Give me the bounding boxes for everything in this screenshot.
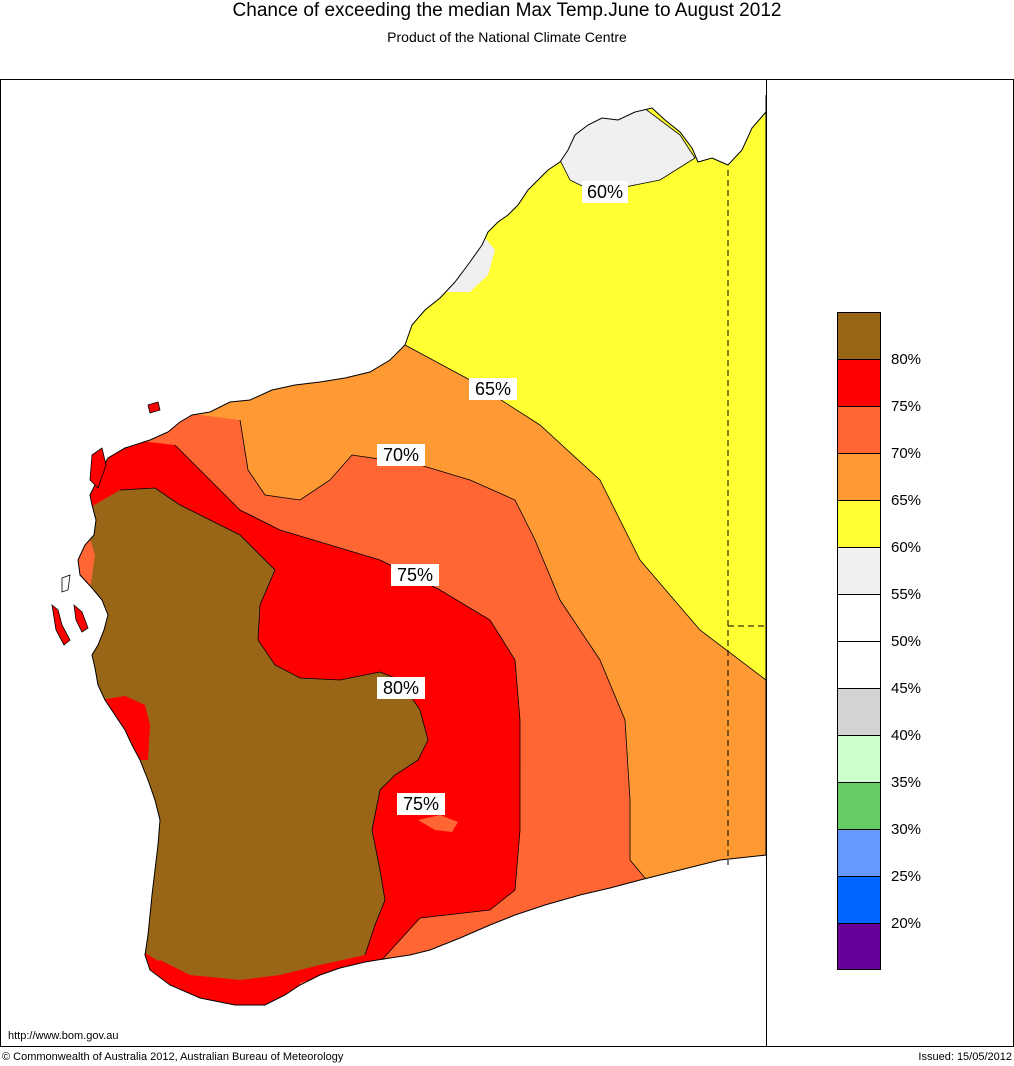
legend-swatch (837, 547, 881, 594)
contour-75 (174, 444, 521, 963)
legend-swatch (837, 359, 881, 406)
label-bg-60 (582, 181, 628, 203)
peninsula-north-west-cape (89, 447, 107, 489)
contour-label-70: 70% (383, 445, 419, 465)
legend-label: 45% (891, 680, 922, 697)
peninsula-shark-bay (51, 604, 71, 646)
label-bg-75 (391, 564, 439, 586)
legend-label: 20% (891, 915, 922, 932)
legend-swatch (837, 594, 881, 641)
issued-date: Issued: 15/05/2012 (918, 1051, 1012, 1063)
legend-swatch (837, 876, 881, 923)
contour-label-group: 60% 65% 70% 75% 80% 75% (377, 181, 628, 815)
label-bg-65 (469, 378, 517, 400)
legend-swatch (837, 923, 881, 970)
state-border (727, 170, 766, 865)
island-bernier (61, 574, 71, 593)
zone-55-60-north (560, 105, 695, 190)
label-bg-70 (377, 444, 425, 466)
label-bg-75b (397, 793, 445, 815)
legend-label: 70% (891, 445, 922, 462)
copyright-text: © Commonwealth of Australia 2012, Austra… (2, 1051, 344, 1063)
legend-label: 25% (891, 868, 922, 885)
legend-label: 60% (891, 539, 922, 556)
legend-swatch (837, 453, 881, 500)
contour-80 (119, 487, 429, 956)
legend-colorbar (837, 312, 881, 970)
map-title: Chance of exceeding the median Max Temp.… (232, 0, 782, 21)
legend-swatch (837, 829, 881, 876)
legend-swatch (837, 406, 881, 453)
contour-70 (239, 419, 656, 891)
contour-label-75: 75% (397, 565, 433, 585)
legend-label: 55% (891, 586, 922, 603)
legend-label: 40% (891, 727, 922, 744)
legend-swatch (837, 735, 881, 782)
legend-divider (766, 79, 767, 1046)
source-url: http://www.bom.gov.au (8, 1030, 119, 1042)
legend-label: 30% (891, 821, 922, 838)
legend-label: 75% (891, 398, 922, 415)
zone-70-75-west (78, 532, 95, 590)
contour-label-65: 65% (475, 379, 511, 399)
peninsula-peron (73, 603, 89, 633)
zone-70-75-pocket (418, 815, 458, 832)
map-subtitle: Product of the National Climate Centre (387, 29, 627, 45)
contour-label-75-south: 75% (403, 794, 439, 814)
legend-swatch (837, 688, 881, 735)
label-bg-80 (377, 677, 425, 699)
legend-label: 80% (891, 351, 922, 368)
legend-label: 50% (891, 633, 922, 650)
legend-swatch (837, 641, 881, 688)
island-dirk-hartog (147, 401, 161, 414)
legend-swatch (837, 312, 881, 359)
legend-swatch (837, 500, 881, 547)
legend-swatch (837, 782, 881, 829)
legend-label: 35% (891, 774, 922, 791)
legend-label: 65% (891, 492, 922, 509)
contour-label-80: 80% (383, 678, 419, 698)
contour-label-60: 60% (587, 182, 623, 202)
